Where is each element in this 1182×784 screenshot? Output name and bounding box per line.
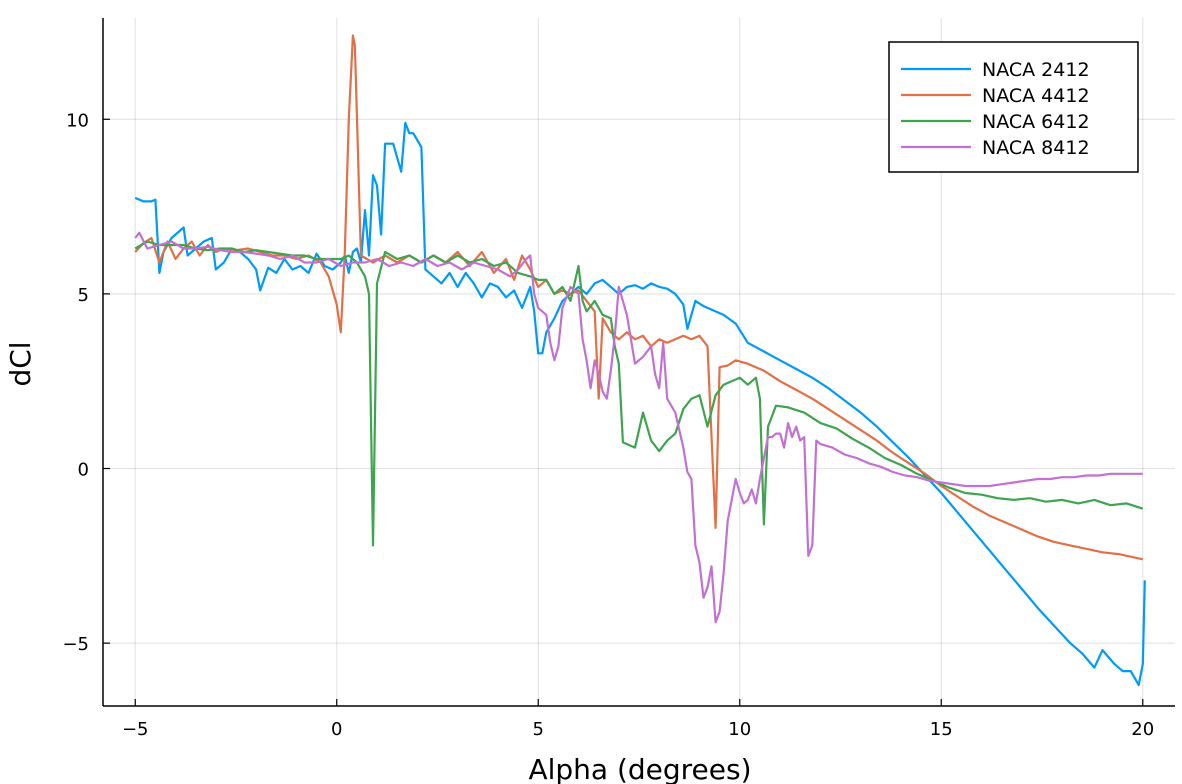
- series-layer: [134, 34, 1146, 687]
- legend-label: NACA 6412: [982, 111, 1090, 133]
- legend-label: NACA 8412: [982, 137, 1090, 159]
- x-tick-label: 5: [533, 719, 544, 740]
- x-tick-label: 20: [1131, 719, 1154, 740]
- x-axis-title: Alpha (degrees): [528, 753, 751, 784]
- y-tick-label: −5: [62, 634, 89, 655]
- series-line-naca-6412: [134, 240, 1144, 547]
- series-line-naca-4412: [134, 34, 1144, 561]
- legend-label: NACA 2412: [982, 59, 1090, 81]
- y-axis-title: dCl: [4, 341, 37, 386]
- x-tick-label: 15: [930, 719, 953, 740]
- x-tick-label: −5: [122, 719, 149, 740]
- legend-label: NACA 4412: [982, 85, 1090, 107]
- legend: NACA 2412 NACA 4412 NACA 6412 NACA 8412: [888, 41, 1139, 173]
- axes: [102, 18, 1175, 707]
- y-tick-label: 0: [78, 460, 89, 481]
- y-tick-label: 5: [78, 285, 89, 306]
- series-line-naca-2412: [134, 121, 1146, 687]
- y-tick-label: 10: [66, 110, 89, 131]
- series-line-naca-8412: [134, 231, 1143, 624]
- tick-labels: −5 0 5 10 15 20 −5 0 5 10: [62, 110, 1154, 740]
- x-tick-label: 10: [728, 719, 751, 740]
- x-tick-label: 0: [331, 719, 342, 740]
- legend-box: [888, 41, 1139, 173]
